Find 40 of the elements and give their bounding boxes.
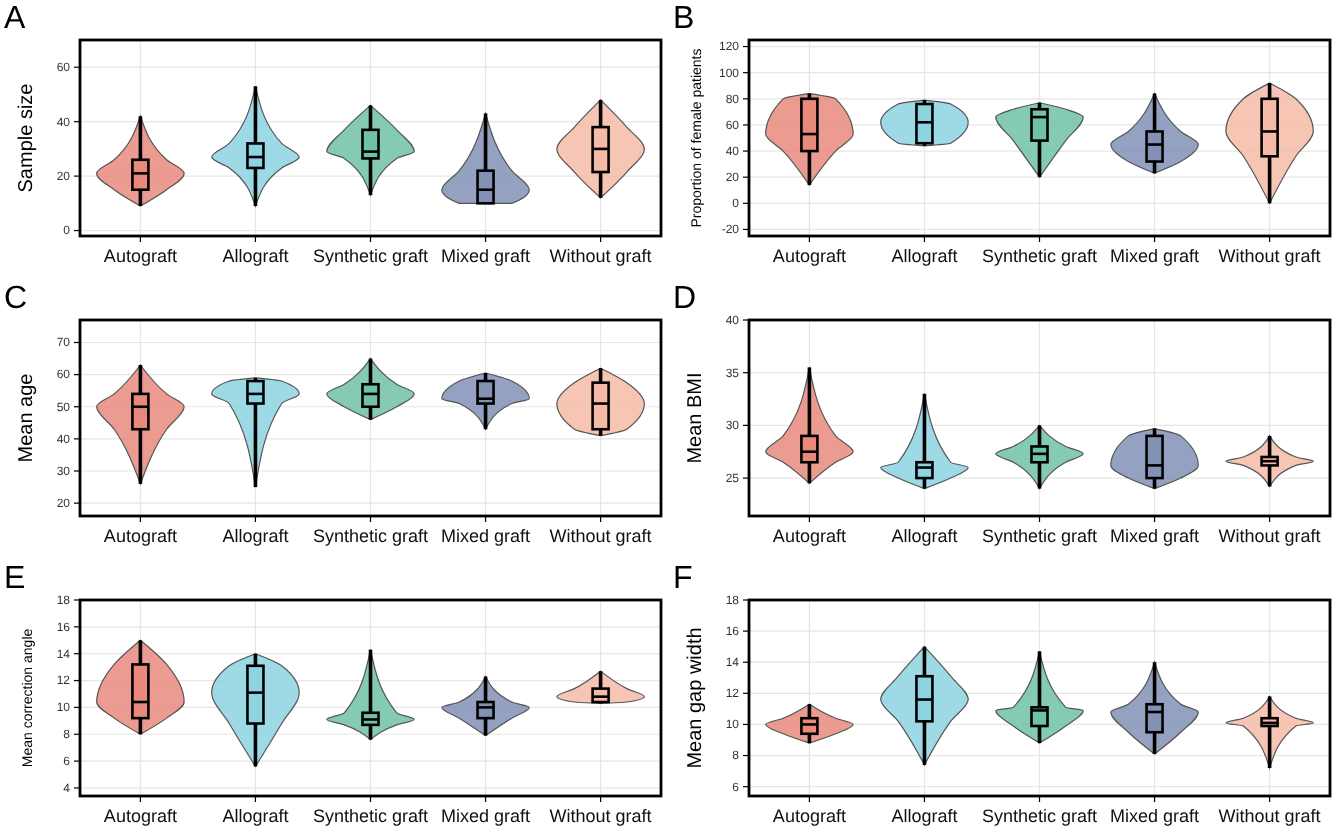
x-tick-label: Mixed graft xyxy=(441,246,532,266)
x-tick-label: Mixed graft xyxy=(441,806,532,826)
y-axis-title: Mean gap width xyxy=(685,627,707,769)
x-tick-label: Without graft xyxy=(1218,806,1322,826)
x-tick-label: Without graft xyxy=(1218,246,1322,266)
x-tick-label: Autograft xyxy=(772,806,847,826)
x-tick-label: Synthetic graft xyxy=(312,246,430,266)
x-tick-label: Synthetic graft xyxy=(981,526,1099,546)
x-tick-label: Without graft xyxy=(549,246,653,266)
x-tick-label: Synthetic graft xyxy=(312,526,430,546)
x-tick-label: Allograft xyxy=(891,806,959,826)
x-tick-label: Autograft xyxy=(103,806,178,826)
x-tick-label: Mixed graft xyxy=(1110,806,1201,826)
x-tick-label: Mixed graft xyxy=(1110,526,1201,546)
x-tick-label: Synthetic graft xyxy=(312,806,430,826)
x-tick-label: Without graft xyxy=(549,526,653,546)
y-axis-title: Mean age xyxy=(16,372,38,463)
x-tick-label: Autograft xyxy=(103,246,178,266)
x-tick-label: Autograft xyxy=(103,526,178,546)
x-tick-label: Synthetic graft xyxy=(981,806,1099,826)
x-tick-label: Mixed graft xyxy=(441,526,532,546)
chart-title: A xyxy=(4,2,26,36)
x-tick-label: Without graft xyxy=(1218,526,1322,546)
chart-title: C xyxy=(4,282,28,316)
x-tick-label: Autograft xyxy=(772,526,847,546)
x-tick-label: Autograft xyxy=(772,246,847,266)
y-axis-title: Mean BMI xyxy=(685,372,707,464)
chart-title: D xyxy=(673,282,697,316)
chart-title: F xyxy=(673,562,693,596)
x-tick-label: Allograft xyxy=(891,526,959,546)
x-tick-label: Mixed graft xyxy=(1110,246,1201,266)
x-tick-label: Allograft xyxy=(891,246,959,266)
chart-title: B xyxy=(673,2,695,36)
chart-title: E xyxy=(4,562,26,596)
x-tick-label: Without graft xyxy=(549,806,653,826)
y-axis-title: Sample size xyxy=(16,82,38,193)
x-tick-label: Allograft xyxy=(222,526,290,546)
x-tick-label: Allograft xyxy=(222,246,290,266)
x-tick-label: Synthetic graft xyxy=(981,246,1099,266)
x-tick-label: Allograft xyxy=(222,806,290,826)
